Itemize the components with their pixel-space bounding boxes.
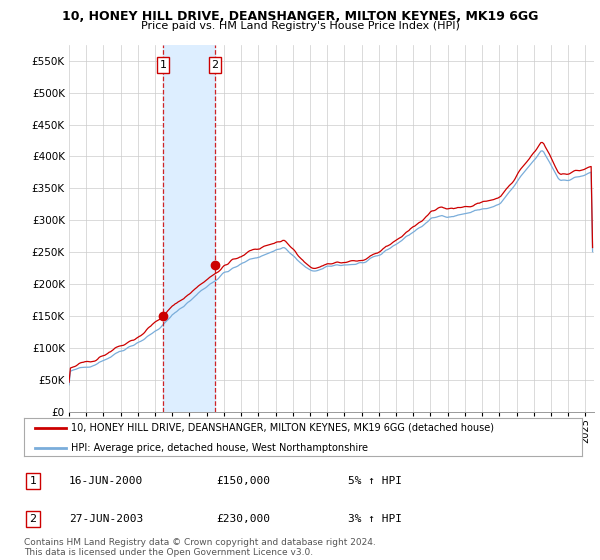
- Text: 27-JUN-2003: 27-JUN-2003: [69, 514, 143, 524]
- Text: Price paid vs. HM Land Registry's House Price Index (HPI): Price paid vs. HM Land Registry's House …: [140, 21, 460, 31]
- Text: Contains HM Land Registry data © Crown copyright and database right 2024.
This d: Contains HM Land Registry data © Crown c…: [24, 538, 376, 557]
- Text: 10, HONEY HILL DRIVE, DEANSHANGER, MILTON KEYNES, MK19 6GG (detached house): 10, HONEY HILL DRIVE, DEANSHANGER, MILTO…: [71, 423, 494, 433]
- Text: £150,000: £150,000: [216, 476, 270, 486]
- Bar: [163, 45, 215, 412]
- Text: 5% ↑ HPI: 5% ↑ HPI: [348, 476, 402, 486]
- Text: 1: 1: [29, 476, 37, 486]
- Text: 10, HONEY HILL DRIVE, DEANSHANGER, MILTON KEYNES, MK19 6GG: 10, HONEY HILL DRIVE, DEANSHANGER, MILTO…: [62, 10, 538, 23]
- Text: 3% ↑ HPI: 3% ↑ HPI: [348, 514, 402, 524]
- Text: £230,000: £230,000: [216, 514, 270, 524]
- Text: 2: 2: [212, 60, 219, 70]
- Text: 1: 1: [160, 60, 166, 70]
- Text: 16-JUN-2000: 16-JUN-2000: [69, 476, 143, 486]
- Text: 2: 2: [29, 514, 37, 524]
- Text: HPI: Average price, detached house, West Northamptonshire: HPI: Average price, detached house, West…: [71, 443, 368, 453]
